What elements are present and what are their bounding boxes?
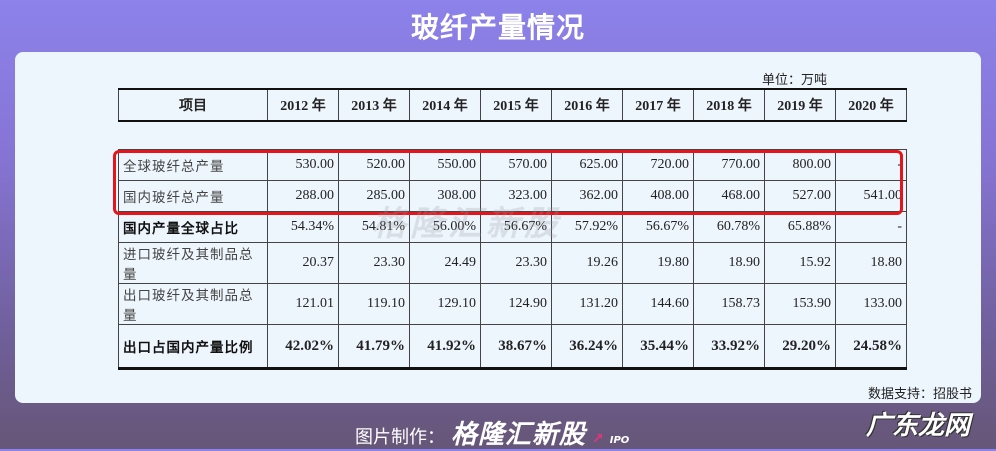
header-year: 2013 年 xyxy=(338,88,410,122)
cell: 18.80 xyxy=(835,242,907,284)
trend-arrow-icon: ↗ xyxy=(592,431,604,447)
cell: 65.88% xyxy=(764,211,836,243)
cell: 38.67% xyxy=(480,324,552,370)
cell: 527.00 xyxy=(764,180,836,212)
cell: 285.00 xyxy=(338,180,410,212)
spacer-row xyxy=(118,120,907,150)
cell: 720.00 xyxy=(622,149,694,181)
table-row: 出口占国内产量比例 42.02% 41.79% 41.92% 38.67% 36… xyxy=(118,324,907,370)
table-row: 全球玻纤总产量 530.00 520.00 550.00 570.00 625.… xyxy=(118,149,907,181)
cell: 60.78% xyxy=(693,211,765,243)
cell: 530.00 xyxy=(267,149,339,181)
cell: 570.00 xyxy=(480,149,552,181)
cell: 42.02% xyxy=(267,324,339,370)
cell: 24.58% xyxy=(835,324,907,370)
row-label: 全球玻纤总产量 xyxy=(118,149,268,181)
cell: 408.00 xyxy=(622,180,694,212)
cell: 625.00 xyxy=(551,149,623,181)
cell: 20.37 xyxy=(267,242,339,284)
cell: 24.49 xyxy=(409,242,481,284)
header-year: 2015 年 xyxy=(480,88,552,122)
table-header-row: 项目 2012 年 2013 年 2014 年 2015 年 2016 年 20… xyxy=(118,88,907,122)
header-year: 2017 年 xyxy=(622,88,694,122)
header-year: 2020 年 xyxy=(835,88,907,122)
cell: 54.81% xyxy=(338,211,410,243)
credit-label: 图片制作： xyxy=(355,427,445,448)
cell: 18.90 xyxy=(693,242,765,284)
cell: 29.20% xyxy=(764,324,836,370)
brand-suffix: IPO xyxy=(609,435,630,446)
header-year: 2014 年 xyxy=(409,88,481,122)
cell: 119.10 xyxy=(338,283,410,325)
cell: 129.10 xyxy=(409,283,481,325)
table-row: 国内玻纤总产量 288.00 285.00 308.00 323.00 362.… xyxy=(118,180,907,212)
header-year: 2016 年 xyxy=(551,88,623,122)
row-label: 出口占国内产量比例 xyxy=(118,324,268,370)
cell: 323.00 xyxy=(480,180,552,212)
header-year: 2019 年 xyxy=(764,88,836,122)
cell: 541.00 xyxy=(835,180,907,212)
cell: 33.92% xyxy=(693,324,765,370)
cell: 57.92% xyxy=(551,211,623,243)
table-row: 进口玻纤及其制品总量 20.37 23.30 24.49 23.30 19.26… xyxy=(118,242,907,284)
cell: 133.00 xyxy=(835,283,907,325)
cell: - xyxy=(835,211,907,243)
cell: 121.01 xyxy=(267,283,339,325)
page-title: 玻纤产量情况 xyxy=(410,11,585,44)
table-row: 国内产量全球占比 54.34% 54.81% 56.00% 56.67% 57.… xyxy=(118,211,907,243)
cell: - xyxy=(835,149,907,181)
table-row: 出口玻纤及其制品总量 121.01 119.10 129.10 124.90 1… xyxy=(118,283,907,325)
row-label: 进口玻纤及其制品总量 xyxy=(118,242,268,284)
row-label: 出口玻纤及其制品总量 xyxy=(118,283,268,325)
row-label: 国内玻纤总产量 xyxy=(118,180,268,212)
cell: 308.00 xyxy=(409,180,481,212)
cell: 56.67% xyxy=(622,211,694,243)
footer-credit: 图片制作： 格隆汇新股 ↗ IPO xyxy=(355,414,629,451)
cell: 362.00 xyxy=(551,180,623,212)
cell: 56.67% xyxy=(480,211,552,243)
site-watermark: 广东龙网 xyxy=(865,411,970,441)
cell: 19.26 xyxy=(551,242,623,284)
cell: 15.92 xyxy=(764,242,836,284)
cell: 770.00 xyxy=(693,149,765,181)
cell: 124.90 xyxy=(480,283,552,325)
cell: 158.73 xyxy=(693,283,765,325)
unit-label: 单位：万吨 xyxy=(762,73,828,88)
cell: 800.00 xyxy=(764,149,836,181)
cell: 19.80 xyxy=(622,242,694,284)
cell: 144.60 xyxy=(622,283,694,325)
cell: 35.44% xyxy=(622,324,694,370)
cell: 520.00 xyxy=(338,149,410,181)
cell: 36.24% xyxy=(551,324,623,370)
cell: 550.00 xyxy=(409,149,481,181)
cell: 468.00 xyxy=(693,180,765,212)
data-source: 数据支持：招股书 xyxy=(867,387,972,402)
header-item: 项目 xyxy=(118,88,268,122)
cell: 153.90 xyxy=(764,283,836,325)
production-table: 项目 2012 年 2013 年 2014 年 2015 年 2016 年 20… xyxy=(118,88,907,370)
cell: 54.34% xyxy=(267,211,339,243)
cell: 23.30 xyxy=(480,242,552,284)
row-label: 国内产量全球占比 xyxy=(118,211,268,243)
cell: 41.79% xyxy=(338,324,410,370)
cell: 41.92% xyxy=(409,324,481,370)
header-year: 2018 年 xyxy=(693,88,765,122)
brand-logo: 格隆汇新股 xyxy=(451,420,587,450)
header-year: 2012 年 xyxy=(267,88,339,122)
cell: 23.30 xyxy=(338,242,410,284)
cell: 56.00% xyxy=(409,211,481,243)
cell: 288.00 xyxy=(267,180,339,212)
cell: 131.20 xyxy=(551,283,623,325)
